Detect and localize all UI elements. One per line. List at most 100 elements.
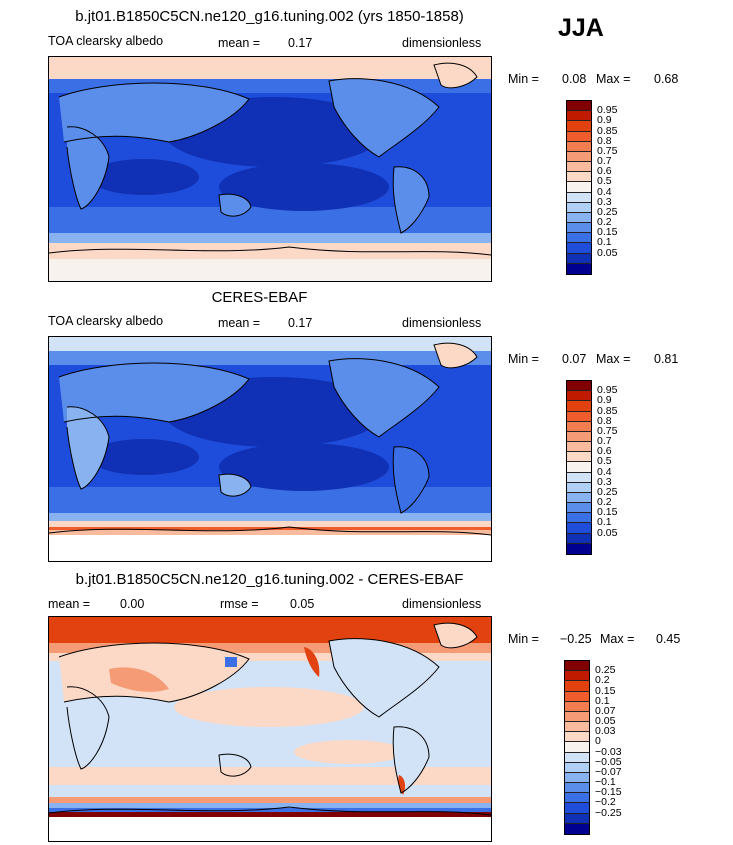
colorbar-segment bbox=[565, 661, 589, 672]
colorbar-tick-label: −0.03 bbox=[595, 745, 622, 758]
units-label: dimensionless bbox=[402, 316, 482, 330]
colorbar-labels: 0.25 0.2 0.15 0.1 0.07 0.05 0.03 0 −0.03 −0.05 −0.… bbox=[595, 660, 641, 835]
colorbar-segment bbox=[567, 442, 591, 453]
mean-value: 0.17 bbox=[288, 36, 313, 50]
colorbar-segment bbox=[567, 411, 591, 422]
colorbar-tick-label: 0.15 bbox=[597, 226, 618, 239]
colorbar-segment bbox=[567, 482, 591, 493]
colorbar-tick-label: 0.95 bbox=[597, 384, 618, 397]
colorbar-tick-label: 0.7 bbox=[597, 155, 612, 168]
mean-value: 0.17 bbox=[288, 316, 313, 330]
colorbar-segment bbox=[567, 533, 591, 544]
variable-label: TOA clearsky albedo bbox=[48, 314, 164, 328]
colorbar-tick-label: 0.85 bbox=[597, 404, 618, 417]
colorbar-tick-label: 0.6 bbox=[597, 165, 612, 178]
min-value: 0.08 bbox=[562, 72, 587, 86]
colorbar-tick-label: 0.8 bbox=[597, 414, 612, 427]
colorbar-segment bbox=[567, 202, 591, 213]
colorbar-tick-label: 0.9 bbox=[597, 394, 612, 407]
colorbar-segment bbox=[565, 803, 589, 814]
colorbar-segment bbox=[565, 823, 589, 834]
colorbar bbox=[564, 660, 590, 835]
min-label: Min = bbox=[508, 632, 539, 646]
colorbar-tick-label: 0.07 bbox=[595, 704, 616, 717]
colorbar-segment bbox=[567, 243, 591, 254]
min-value: −0.25 bbox=[560, 632, 592, 646]
colorbar-segment bbox=[565, 813, 589, 824]
colorbar-tick-label: 0.5 bbox=[597, 455, 612, 468]
colorbar-segment bbox=[567, 192, 591, 203]
colorbar bbox=[566, 380, 592, 555]
colorbar-segment bbox=[565, 752, 589, 763]
colorbar-tick-label: 0.3 bbox=[597, 195, 612, 208]
colorbar-segment bbox=[567, 233, 591, 244]
colorbar-tick-label: −0.15 bbox=[595, 786, 622, 799]
colorbar-segment bbox=[567, 431, 591, 443]
colorbar-tick-label: 0.2 bbox=[595, 674, 610, 687]
colorbar-tick-label: 0.15 bbox=[597, 506, 618, 519]
colorbar-segment bbox=[567, 101, 591, 112]
panel-title: CERES-EBAF bbox=[211, 289, 308, 306]
rmse-label: rmse = bbox=[220, 597, 259, 611]
colorbar-tick-label: 0.05 bbox=[597, 526, 618, 539]
colorbar-tick-label: 0.7 bbox=[597, 435, 612, 448]
colorbar-segment bbox=[567, 162, 591, 173]
colorbar bbox=[566, 100, 592, 275]
colorbar-segment bbox=[567, 452, 591, 463]
colorbar-segment bbox=[567, 111, 591, 122]
colorbar-labels: 0.95 0.9 0.85 0.8 0.75 0.7 0.6 0.5 0.4 0.3 0.25 0.2… bbox=[597, 100, 637, 275]
colorbar-tick-label: −0.07 bbox=[595, 765, 622, 778]
colorbar-segment bbox=[567, 391, 591, 402]
colorbar-tick-label: 0.4 bbox=[597, 465, 612, 478]
colorbar-tick-label: 0.25 bbox=[595, 664, 616, 677]
map-model bbox=[48, 56, 492, 282]
colorbar-tick-label: 0.1 bbox=[597, 236, 612, 249]
colorbar-segment bbox=[567, 401, 591, 412]
map-diff bbox=[48, 616, 492, 842]
colorbar-tick-label: 0.1 bbox=[595, 694, 610, 707]
max-label: Max = bbox=[596, 352, 631, 366]
mean-label: mean = bbox=[218, 36, 261, 50]
colorbar-tick-label: 0.5 bbox=[597, 175, 612, 188]
colorbar-segment bbox=[567, 223, 591, 234]
colorbar-segment bbox=[565, 701, 589, 712]
colorbar-tick-label: 0.05 bbox=[595, 715, 616, 728]
colorbar-tick-label: 0.75 bbox=[597, 144, 618, 157]
mean-value: 0.00 bbox=[120, 597, 145, 611]
colorbar-segment bbox=[565, 722, 589, 733]
mean-label: mean = bbox=[48, 597, 91, 611]
colorbar-tick-label: 0.05 bbox=[597, 246, 618, 259]
colorbar-segment bbox=[565, 691, 589, 702]
colorbar-segment bbox=[567, 212, 591, 224]
min-label: Min = bbox=[508, 352, 539, 366]
colorbar-segment bbox=[567, 462, 591, 473]
colorbar-tick-label: 0.1 bbox=[597, 516, 612, 529]
colorbar-segment bbox=[567, 472, 591, 483]
colorbar-segment bbox=[565, 681, 589, 692]
colorbar-tick-label: −0.1 bbox=[595, 776, 616, 789]
units-label: dimensionless bbox=[402, 36, 482, 50]
colorbar-tick-label: 0.3 bbox=[597, 475, 612, 488]
colorbar-tick-label: −0.25 bbox=[595, 806, 622, 819]
colorbar-segment bbox=[565, 793, 589, 804]
colorbar-segment bbox=[567, 513, 591, 524]
colorbar-segment bbox=[565, 742, 589, 753]
colorbar-tick-label: −0.2 bbox=[595, 796, 616, 809]
colorbar-tick-label: 0.2 bbox=[597, 496, 612, 509]
max-label: Max = bbox=[600, 632, 635, 646]
colorbar-tick-label: 0.2 bbox=[597, 216, 612, 229]
colorbar-segment bbox=[567, 503, 591, 514]
colorbar-segment bbox=[567, 131, 591, 142]
min-value: 0.07 bbox=[562, 352, 587, 366]
max-label: Max = bbox=[596, 72, 631, 86]
colorbar-segment bbox=[565, 711, 589, 723]
units-label: dimensionless bbox=[402, 597, 482, 611]
max-value: 0.68 bbox=[654, 72, 679, 86]
colorbar-segment bbox=[567, 172, 591, 183]
colorbar-segment bbox=[565, 671, 589, 682]
colorbar-segment bbox=[565, 783, 589, 794]
colorbar-tick-label: 0.75 bbox=[597, 424, 618, 437]
colorbar-segment bbox=[567, 141, 591, 152]
max-value: 0.45 bbox=[656, 632, 681, 646]
colorbar-segment bbox=[567, 543, 591, 554]
